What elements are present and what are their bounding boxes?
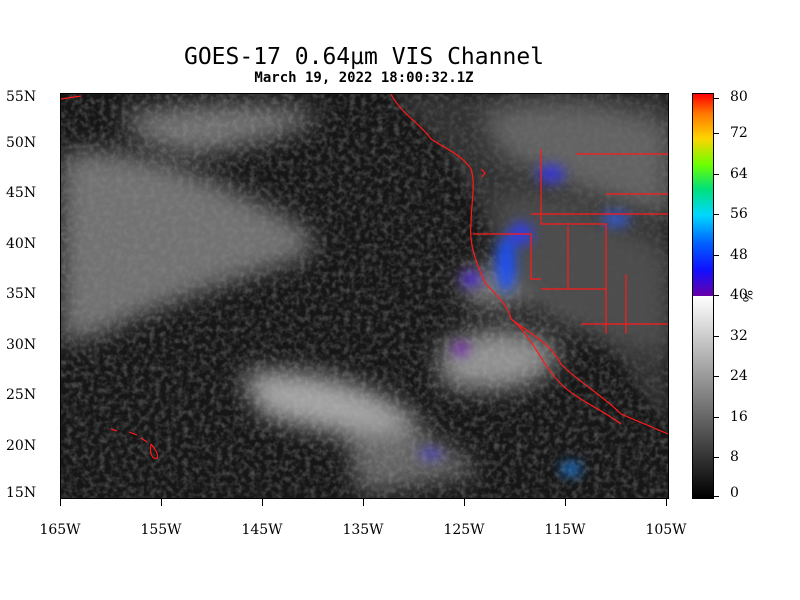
lat-label: 25N xyxy=(6,387,37,403)
colorbar-unit: % xyxy=(739,290,754,303)
lat-label: 35N xyxy=(6,286,37,302)
lon-tick xyxy=(464,498,465,506)
colorbar-tick xyxy=(713,376,719,377)
lon-tick xyxy=(161,498,162,506)
colorbar-tick xyxy=(713,295,719,296)
colorbar-label: 56 xyxy=(730,206,748,222)
lat-label: 50N xyxy=(6,135,37,151)
colorbar-label: 72 xyxy=(730,125,748,141)
lon-label: 145W xyxy=(241,522,283,538)
lon-tick xyxy=(666,498,667,506)
lat-label: 40N xyxy=(6,236,37,252)
colorbar-tick xyxy=(713,255,719,256)
chart-title: GOES-17 0.64µm VIS Channel xyxy=(183,44,545,70)
colorbar-color-segment xyxy=(693,94,713,296)
colorbar-label: 16 xyxy=(730,409,748,425)
colorbar xyxy=(692,93,714,499)
colorbar-tick xyxy=(713,417,719,418)
lon-label: 155W xyxy=(140,522,182,538)
lon-label: 105W xyxy=(645,522,687,538)
colorbar-label: 32 xyxy=(730,328,748,344)
lon-tick xyxy=(60,498,61,506)
colorbar-tick xyxy=(713,133,719,134)
lat-label: 45N xyxy=(6,185,37,201)
high-clouds xyxy=(419,164,630,475)
colorbar-label: 0 xyxy=(730,485,739,501)
chart-subtitle: March 19, 2022 18:00:32.1Z xyxy=(254,70,474,86)
colorbar-tick xyxy=(713,457,719,458)
colorbar-tick xyxy=(713,496,719,497)
lon-label: 165W xyxy=(39,522,81,538)
lon-tick xyxy=(565,498,566,506)
colorbar-label: 24 xyxy=(730,368,748,384)
lon-label: 135W xyxy=(342,522,384,538)
colorbar-label: 64 xyxy=(730,166,748,182)
colorbar-tick xyxy=(713,174,719,175)
colorbar-tick xyxy=(713,98,719,99)
lat-label: 15N xyxy=(6,485,37,501)
satellite-map xyxy=(60,93,669,499)
colorbar-label: 40 xyxy=(730,287,748,303)
colorbar-label: 48 xyxy=(730,247,748,263)
lat-label: 30N xyxy=(6,337,37,353)
colorbar-label: 8 xyxy=(730,449,739,465)
colorbar-label: 80 xyxy=(730,89,748,105)
colorbar-tick xyxy=(713,336,719,337)
colorbar-tick xyxy=(713,214,719,215)
satellite-image xyxy=(61,94,668,498)
lon-label: 125W xyxy=(443,522,485,538)
lon-tick xyxy=(262,498,263,506)
lon-label: 115W xyxy=(544,522,586,538)
lon-tick xyxy=(363,498,364,506)
coastline xyxy=(61,94,668,459)
colorbar-gray-segment xyxy=(693,296,713,498)
lat-label: 55N xyxy=(6,89,37,105)
lat-label: 20N xyxy=(6,438,37,454)
